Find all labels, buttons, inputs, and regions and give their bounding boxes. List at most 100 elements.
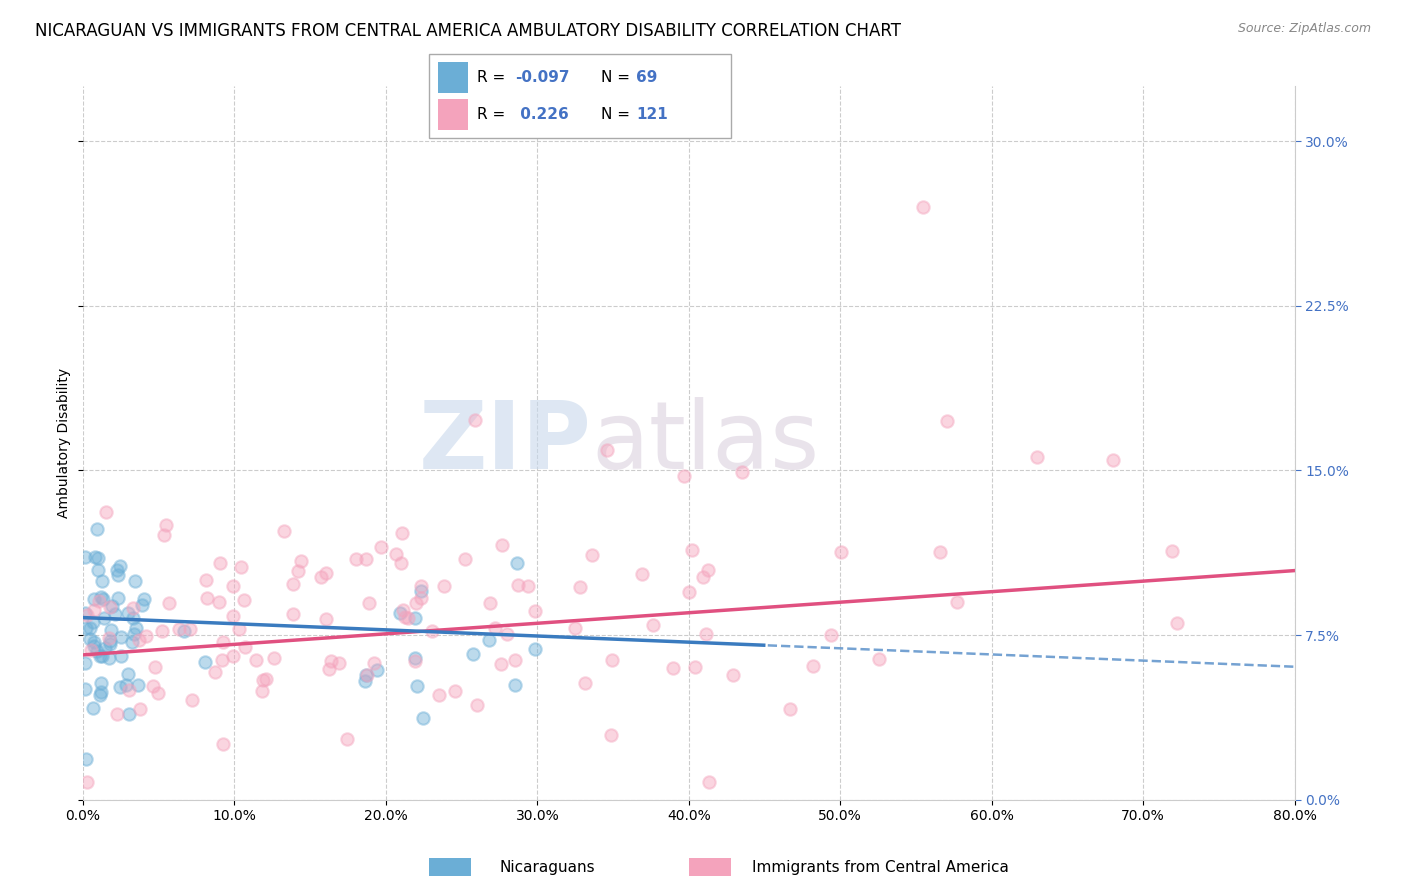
Point [131, 598, 153, 612]
Point [204, 665, 226, 680]
Point [596, 442, 619, 457]
Point [357, 596, 380, 610]
Point [89, 688, 111, 702]
Point [91, 574, 114, 589]
Point [195, 591, 218, 605]
Point [167, 622, 190, 636]
Point [356, 667, 378, 681]
Point [82, 615, 104, 629]
Point [454, 552, 477, 566]
Point [391, 603, 413, 617]
Point [86, 522, 108, 536]
Point [75, 549, 97, 564]
Text: -0.097: -0.097 [515, 70, 569, 85]
Point [128, 632, 150, 647]
Text: R =: R = [477, 70, 505, 85]
Point [75, 681, 97, 696]
Point [912, 200, 935, 214]
Point [363, 656, 385, 670]
Point [394, 610, 416, 624]
Text: Immigrants from Central America: Immigrants from Central America [752, 860, 1010, 874]
Point [228, 622, 250, 636]
Point [179, 622, 201, 636]
Text: N =: N = [602, 107, 630, 122]
Point [600, 653, 623, 667]
Point [696, 564, 718, 578]
Point [409, 579, 432, 593]
Point [107, 591, 129, 605]
Point [87, 563, 110, 577]
Point [404, 651, 426, 665]
Point [569, 580, 592, 594]
Point [354, 552, 377, 566]
Point [281, 577, 304, 591]
Point [173, 624, 195, 638]
Point [683, 659, 706, 673]
Point [695, 627, 717, 641]
Point [180, 693, 202, 707]
Point [315, 612, 337, 626]
Point [90, 648, 112, 663]
Point [76, 775, 98, 789]
Text: N =: N = [602, 70, 630, 85]
Point [84, 549, 107, 564]
Point [75, 606, 97, 620]
Point [405, 679, 427, 693]
Point [581, 548, 603, 562]
Point [80, 642, 103, 657]
Point [1101, 452, 1123, 467]
Point [86, 643, 108, 657]
Y-axis label: Ambulatory Disability: Ambulatory Disability [58, 368, 72, 518]
Point [91, 592, 114, 607]
Point [478, 595, 501, 609]
Point [118, 707, 141, 722]
Point [122, 611, 145, 625]
Text: 121: 121 [636, 107, 668, 122]
Point [281, 607, 304, 621]
Point [98, 637, 121, 651]
Point [484, 621, 506, 635]
Point [503, 678, 526, 692]
Point [125, 621, 148, 635]
Point [117, 667, 139, 681]
Point [89, 648, 111, 663]
Point [273, 524, 295, 539]
Point [98, 600, 121, 615]
Point [211, 653, 233, 667]
Point [83, 635, 105, 649]
Point [420, 624, 443, 639]
Point [336, 731, 359, 746]
Point [233, 640, 256, 655]
Point [409, 591, 432, 605]
Point [405, 596, 427, 610]
Point [222, 579, 245, 593]
Point [478, 633, 501, 648]
Point [76, 607, 98, 622]
Point [641, 618, 664, 632]
Point [465, 698, 488, 712]
Point [153, 528, 176, 542]
Point [100, 634, 122, 648]
Point [128, 702, 150, 716]
Point [697, 775, 720, 789]
Point [516, 579, 538, 593]
Point [122, 601, 145, 615]
Point [830, 544, 852, 558]
Point [574, 676, 596, 690]
Point [232, 593, 254, 607]
Point [108, 558, 131, 573]
Point [87, 594, 110, 608]
Point [946, 595, 969, 609]
Point [820, 628, 842, 642]
Point [929, 544, 952, 558]
Point [318, 662, 340, 676]
Bar [437, 62, 468, 93]
Point [489, 657, 512, 672]
Point [73, 656, 96, 670]
Point [505, 653, 527, 667]
Point [1166, 615, 1188, 630]
Point [221, 648, 243, 663]
Point [328, 656, 350, 670]
Point [222, 609, 245, 624]
Point [96, 505, 118, 519]
